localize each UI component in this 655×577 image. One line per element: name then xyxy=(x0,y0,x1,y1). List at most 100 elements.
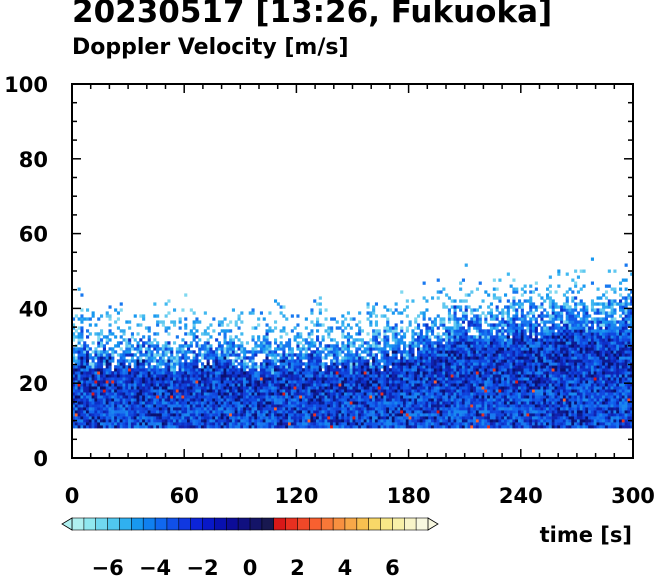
heatmap-cell xyxy=(431,413,435,417)
heatmap-cell xyxy=(487,407,491,411)
heatmap-cell xyxy=(372,362,376,366)
heatmap-cell xyxy=(243,419,247,423)
heatmap-cell xyxy=(139,356,143,360)
heatmap-cell xyxy=(133,353,137,357)
heatmap-cell xyxy=(245,380,249,384)
heatmap-cell xyxy=(251,386,255,390)
heatmap-cell xyxy=(285,365,289,369)
heatmap-cell xyxy=(144,326,148,330)
heatmap-cell xyxy=(262,389,266,393)
heatmap-cell xyxy=(226,425,230,429)
heatmap-cell xyxy=(111,359,115,363)
heatmap-cell xyxy=(439,422,443,426)
heatmap-cell xyxy=(509,353,513,357)
heatmap-cell xyxy=(310,311,314,315)
heatmap-cell xyxy=(203,329,207,333)
heatmap-cell xyxy=(447,338,451,342)
heatmap-cell xyxy=(411,398,415,402)
heatmap-cell xyxy=(265,419,269,423)
heatmap-cell xyxy=(481,398,485,402)
heatmap-cell xyxy=(139,338,143,342)
heatmap-cell xyxy=(400,374,404,378)
heatmap-cell xyxy=(321,380,325,384)
heatmap-cell xyxy=(274,320,278,324)
heatmap-cell xyxy=(212,329,216,333)
heatmap-cell xyxy=(400,338,404,342)
heatmap-cell xyxy=(355,338,359,342)
heatmap-cell xyxy=(88,371,92,375)
heatmap-cell xyxy=(130,377,134,381)
heatmap-cell xyxy=(484,392,488,396)
heatmap-cell xyxy=(394,395,398,399)
heatmap-cell xyxy=(161,350,165,354)
heatmap-cell xyxy=(321,323,325,327)
heatmap-cell xyxy=(450,299,454,303)
heatmap-cell xyxy=(442,320,446,324)
heatmap-cell xyxy=(279,329,283,333)
heatmap-cell xyxy=(327,401,331,405)
heatmap-cell xyxy=(478,365,482,369)
heatmap-cell xyxy=(352,365,356,369)
heatmap-cell xyxy=(156,425,160,429)
heatmap-cell xyxy=(484,410,488,414)
heatmap-cell xyxy=(386,398,390,402)
heatmap-cell xyxy=(105,410,109,414)
heatmap-cell xyxy=(414,317,418,321)
heatmap-cell xyxy=(422,383,426,387)
heatmap-cell xyxy=(265,323,269,327)
heatmap-cell xyxy=(504,407,508,411)
heatmap-cell xyxy=(170,359,174,363)
heatmap-cell xyxy=(77,338,81,342)
heatmap-cell xyxy=(366,389,370,393)
heatmap-cell xyxy=(178,398,182,402)
heatmap-cell xyxy=(108,362,112,366)
heatmap-cell xyxy=(495,404,499,408)
heatmap-cell xyxy=(346,425,350,429)
heatmap-cell xyxy=(355,371,359,375)
heatmap-cell xyxy=(195,392,199,396)
heatmap-cell xyxy=(489,344,493,348)
heatmap-cell xyxy=(72,401,76,405)
heatmap-cell xyxy=(450,338,454,342)
heatmap-cell xyxy=(391,356,395,360)
heatmap-cell xyxy=(481,347,485,351)
heatmap-cell xyxy=(464,407,468,411)
heatmap-cell xyxy=(411,410,415,414)
heatmap-cell xyxy=(178,347,182,351)
heatmap-cell xyxy=(116,386,120,390)
heatmap-cell xyxy=(447,314,451,318)
heatmap-cell xyxy=(414,404,418,408)
heatmap-cell xyxy=(251,308,255,312)
heatmap-cell xyxy=(473,344,477,348)
heatmap-cell xyxy=(509,410,513,414)
heatmap-cell xyxy=(94,398,98,402)
heatmap-cell xyxy=(506,353,510,357)
heatmap-cell xyxy=(414,380,418,384)
heatmap-cell xyxy=(136,350,140,354)
heatmap-cell xyxy=(178,395,182,399)
heatmap-cell xyxy=(130,395,134,399)
heatmap-cell xyxy=(414,413,418,417)
heatmap-cell xyxy=(257,350,261,354)
heatmap-cell xyxy=(274,341,278,345)
heatmap-cell xyxy=(276,395,280,399)
heatmap-cell xyxy=(215,416,219,420)
heatmap-cell xyxy=(296,377,300,381)
heatmap-cell xyxy=(243,401,247,405)
heatmap-cell xyxy=(425,407,429,411)
heatmap-cell xyxy=(97,416,101,420)
heatmap-cell xyxy=(428,362,432,366)
heatmap-cell xyxy=(226,368,230,372)
heatmap-cell xyxy=(352,389,356,393)
heatmap-cell xyxy=(290,356,294,360)
heatmap-cell xyxy=(374,398,378,402)
heatmap-cell xyxy=(128,374,132,378)
heatmap-cell xyxy=(128,413,132,417)
heatmap-cell xyxy=(377,380,381,384)
heatmap-cell xyxy=(181,353,185,357)
heatmap-cell xyxy=(229,335,233,339)
heatmap-cell xyxy=(492,401,496,405)
heatmap-cell xyxy=(234,368,238,372)
heatmap-cell xyxy=(136,323,140,327)
heatmap-cell xyxy=(173,371,177,375)
